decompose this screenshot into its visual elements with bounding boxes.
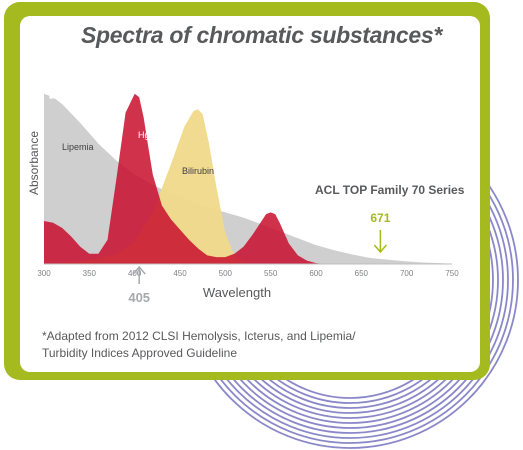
x-tick-label-650: 650 (355, 269, 369, 278)
marker-671-arrow-head (373, 244, 387, 254)
marker-405-arrow-head (132, 265, 146, 275)
footnote-line-1: *Adapted from 2012 CLSI Hemolysis, Icter… (42, 329, 356, 343)
series-label-bilirubin: Bilirubin (182, 166, 214, 176)
x-tick-label-400: 400 (128, 269, 142, 278)
x-tick-label-600: 600 (309, 269, 323, 278)
marker-405-label: 405 (128, 290, 150, 305)
series-lipemia-area (44, 93, 452, 264)
chart-title: Spectra of chromatic substances* (80, 22, 443, 48)
footnote: *Adapted from 2012 CLSI Hemolysis, Icter… (42, 328, 422, 362)
marker-671-label: 671 (370, 211, 390, 225)
x-tick-label-450: 450 (173, 269, 187, 278)
series-label-hgb: Hgb (138, 130, 155, 140)
x-tick-label-550: 550 (264, 269, 278, 278)
x-tick-label-350: 350 (83, 269, 97, 278)
y-axis-label: Absorbance (27, 131, 41, 195)
series-hgb-area (44, 93, 326, 264)
x-tick-label-750: 750 (445, 269, 459, 278)
x-tick-label-700: 700 (400, 269, 414, 278)
x-tick-label-500: 500 (219, 269, 233, 278)
footnote-line-2: Turbidity Indices Approved Guideline (42, 346, 237, 360)
series-label-lipemia: Lipemia (62, 142, 94, 152)
series-bilirubin-area (44, 109, 289, 264)
x-tick-label-300: 300 (37, 269, 51, 278)
x-axis-label: Wavelength (203, 285, 271, 300)
instrument-annotation: ACL TOP Family 70 Series (315, 183, 465, 197)
